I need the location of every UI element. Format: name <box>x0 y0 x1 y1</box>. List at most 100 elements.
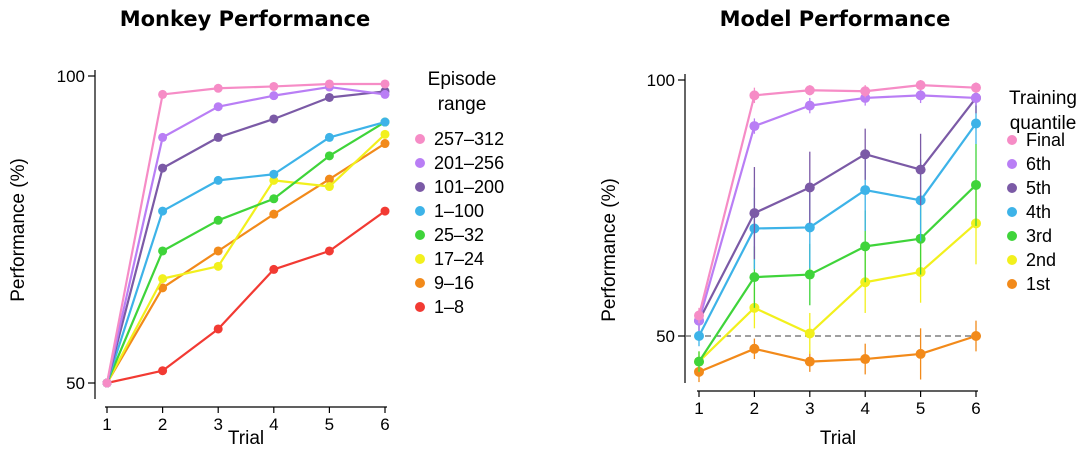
series-line <box>698 334 977 373</box>
series-2nd <box>694 182 981 372</box>
data-point <box>324 174 334 184</box>
data-point <box>213 175 223 185</box>
x-tick-label: 1 <box>102 415 111 434</box>
series-25–32 <box>102 117 390 388</box>
data-point <box>158 274 168 284</box>
x-tick-label: 5 <box>325 415 334 434</box>
data-point <box>213 324 223 334</box>
series-4th <box>694 103 981 347</box>
data-point <box>971 331 981 341</box>
data-point <box>860 149 871 160</box>
data-point <box>158 246 168 256</box>
series-line <box>105 90 386 384</box>
series-line <box>105 120 386 384</box>
data-point <box>380 129 390 139</box>
data-point <box>324 151 334 161</box>
legend-title-line-1: Training <box>1009 88 1077 109</box>
series-1–100 <box>102 117 390 388</box>
data-point <box>804 269 815 280</box>
x-tick-label: 2 <box>158 415 167 434</box>
data-point <box>324 92 334 102</box>
data-point <box>380 139 390 149</box>
series-1st <box>694 320 981 383</box>
series-Final <box>694 80 981 324</box>
series-line <box>697 84 977 316</box>
x-tick-label: 5 <box>916 399 925 418</box>
x-axis-label: Trial <box>228 428 264 449</box>
legend-marker <box>415 158 425 168</box>
legend-title-line-2: range <box>438 94 487 115</box>
data-point <box>158 89 168 99</box>
data-point <box>158 283 168 293</box>
data-point <box>324 182 334 192</box>
data-point <box>804 100 815 111</box>
legend-label: 2nd <box>1026 250 1056 270</box>
data-point <box>269 114 279 124</box>
data-point <box>971 82 981 93</box>
data-point <box>213 83 223 93</box>
x-tick-label: 6 <box>971 399 980 418</box>
data-point <box>269 264 279 274</box>
x-tick-label: 6 <box>380 415 389 434</box>
data-point <box>269 81 279 91</box>
legend-marker <box>415 134 425 144</box>
data-point <box>213 246 223 256</box>
legend-label: 101–200 <box>434 177 504 197</box>
chart-title: Monkey Performance <box>120 7 371 31</box>
data-point <box>749 343 760 354</box>
data-point <box>380 79 390 89</box>
legend-label: 3rd <box>1026 226 1052 246</box>
data-point <box>269 194 279 204</box>
data-point <box>804 222 815 233</box>
legend-marker <box>1007 255 1017 265</box>
legend-marker <box>1007 279 1017 289</box>
monkey-performance-chart: Monkey Performance Trial Performance (%)… <box>8 7 504 449</box>
legend-marker <box>1007 159 1017 169</box>
x-tick-label: 1 <box>694 399 703 418</box>
series-257–312 <box>102 79 390 388</box>
data-point <box>380 206 390 216</box>
data-point <box>749 272 760 283</box>
series-5th <box>694 82 981 331</box>
data-point <box>860 86 871 97</box>
x-tick-label: 3 <box>805 399 814 418</box>
series-line <box>697 94 977 321</box>
series-line <box>106 133 386 384</box>
data-point <box>213 102 223 112</box>
data-point <box>971 118 981 129</box>
series-line <box>698 222 977 363</box>
legend-label: 6th <box>1026 154 1051 174</box>
legend-title-line-2: quantile <box>1010 113 1077 134</box>
x-tick-label: 4 <box>860 399 869 418</box>
series-line <box>698 97 977 322</box>
legend-label: 201–256 <box>434 153 504 173</box>
x-tick-label: 4 <box>269 415 278 434</box>
data-point <box>915 90 926 101</box>
data-point <box>915 164 926 175</box>
data-point <box>102 378 112 388</box>
data-point <box>804 182 815 193</box>
data-point <box>158 132 168 142</box>
x-tick-label: 3 <box>213 415 222 434</box>
series-line <box>106 142 386 384</box>
legend-title-line-1: Episode <box>428 69 497 90</box>
data-point <box>749 90 760 101</box>
data-point <box>915 80 926 91</box>
series-line <box>105 121 386 384</box>
legend-label: 1–8 <box>434 297 464 317</box>
x-axis-label: Trial <box>820 428 856 449</box>
data-point <box>749 208 760 219</box>
legend-label: 257–312 <box>434 129 504 149</box>
legend-marker <box>415 254 425 264</box>
legend-label: 17–24 <box>434 249 484 269</box>
data-point <box>694 310 704 321</box>
data-point <box>971 179 981 190</box>
legend-marker <box>415 278 425 288</box>
y-axis-label: Performance (%) <box>599 178 620 322</box>
data-point <box>269 91 279 101</box>
data-point <box>694 331 704 341</box>
legend-marker <box>1007 135 1017 145</box>
legend-label: 25–32 <box>434 225 484 245</box>
data-point <box>804 356 815 367</box>
